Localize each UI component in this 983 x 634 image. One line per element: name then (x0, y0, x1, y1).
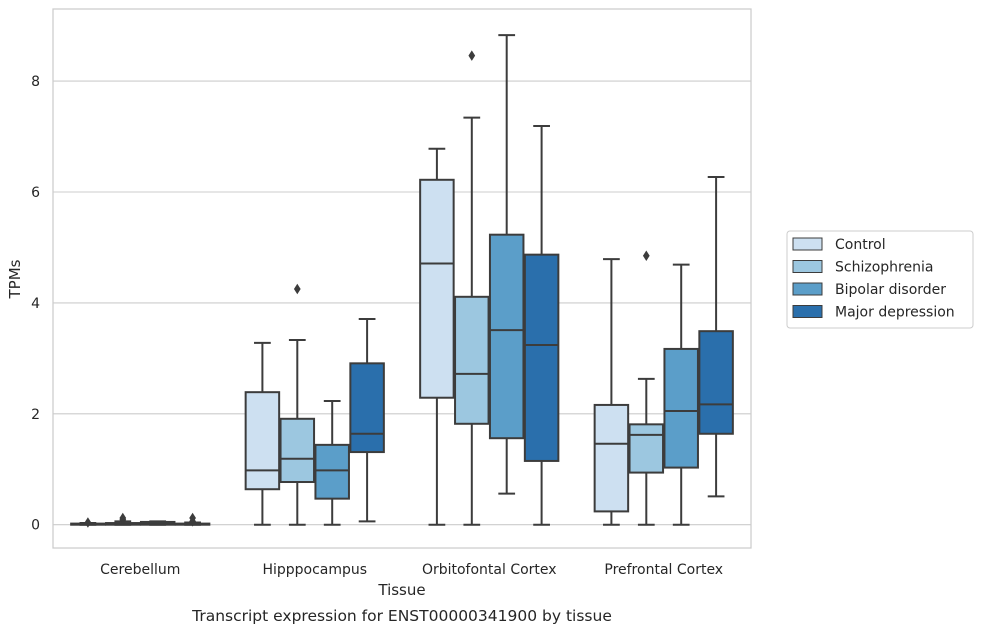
legend-label: Schizophrenia (835, 260, 933, 276)
box-cerebellum-control (70, 517, 106, 528)
y-tick-label-6: 6 (31, 185, 40, 201)
outlier-point-0 (642, 250, 650, 262)
chart-caption: Transcript expression for ENST0000034190… (191, 607, 612, 625)
x-tick-label-hipppocampus: Hipppocampus (262, 562, 367, 578)
legend-label: Major depression (835, 305, 955, 321)
y-tick-label-0: 0 (31, 518, 40, 534)
legend-label: Bipolar disorder (835, 282, 946, 298)
box-iqr (349, 362, 385, 454)
legend-swatch (792, 260, 823, 273)
legend-frame (786, 230, 974, 329)
legend-swatch (792, 305, 823, 318)
box-hipppocampus-major-depression (349, 317, 385, 523)
legend: Control Schizophrenia Bipolar disorder Majo… (786, 230, 974, 329)
box-iqr (698, 330, 734, 435)
plot-frame (52, 8, 752, 549)
box-iqr (523, 253, 560, 462)
y-tick-labels: 0 2 4 6 8 (31, 74, 40, 534)
outlier-point-1 (189, 512, 196, 524)
box-prefrontal-cortex-schizophrenia (628, 250, 665, 526)
box-hipppocampus-control (244, 341, 281, 526)
box-orbitofontal-cortex-major-depression (523, 125, 560, 526)
outlier-point-0 (468, 50, 476, 61)
box-cerebellum-schizophrenia (105, 512, 141, 526)
box-groups (70, 34, 734, 528)
y-tick-label-4: 4 (31, 296, 40, 312)
x-axis-label: Tissue (377, 581, 425, 599)
legend-swatch (792, 237, 823, 251)
box-iqr (628, 423, 665, 474)
box-hipppocampus-schizophrenia (279, 283, 316, 526)
box-iqr (244, 391, 281, 491)
legend-item-control: Control (792, 237, 886, 253)
y-axis-label: TPMs (6, 259, 24, 299)
box-iqr (488, 233, 525, 440)
legend-item-schizophrenia: Schizophrenia (792, 260, 933, 276)
box-prefrontal-cortex-major-depression (698, 176, 734, 498)
outlier-point-0 (293, 283, 301, 295)
box-iqr (454, 295, 490, 425)
box-orbitofontal-cortex-bipolar-disorder (488, 34, 525, 495)
x-tick-label-prefrontal-cortex: Prefrontal Cortex (604, 562, 723, 578)
legend-swatch (792, 282, 823, 296)
x-tick-label-orbitofontal-cortex: Orbitofontal Cortex (422, 562, 557, 578)
legend-item-bipolar-disorder: Bipolar disorder (792, 282, 946, 298)
outlier-point-1 (119, 512, 127, 524)
box-orbitofontal-cortex-schizophrenia (454, 50, 490, 526)
box-cerebellum-major-depression (174, 512, 211, 527)
box-hipppocampus-bipolar-disorder (314, 400, 350, 526)
box-prefrontal-cortex-control (593, 258, 630, 526)
box-prefrontal-cortex-bipolar-disorder (663, 263, 699, 526)
y-tick-label-2: 2 (31, 407, 40, 423)
box-cerebellum-bipolar-disorder (139, 520, 176, 526)
x-tick-label-cerebellum: Cerebellum (100, 562, 180, 578)
box-orbitofontal-cortex-control (419, 147, 455, 526)
outlier-point-0 (84, 517, 92, 528)
x-tick-labels: Cerebellum Hipppocampus Orbitofontal Corte… (100, 562, 723, 578)
legend-item-major-depression: Major depression (792, 305, 955, 321)
box-iqr (279, 417, 316, 484)
y-tick-label-8: 8 (31, 74, 40, 90)
box-iqr (314, 443, 350, 500)
legend-label: Control (835, 237, 886, 253)
box-iqr (419, 178, 455, 399)
box-iqr (663, 347, 699, 469)
box-iqr (593, 403, 630, 513)
